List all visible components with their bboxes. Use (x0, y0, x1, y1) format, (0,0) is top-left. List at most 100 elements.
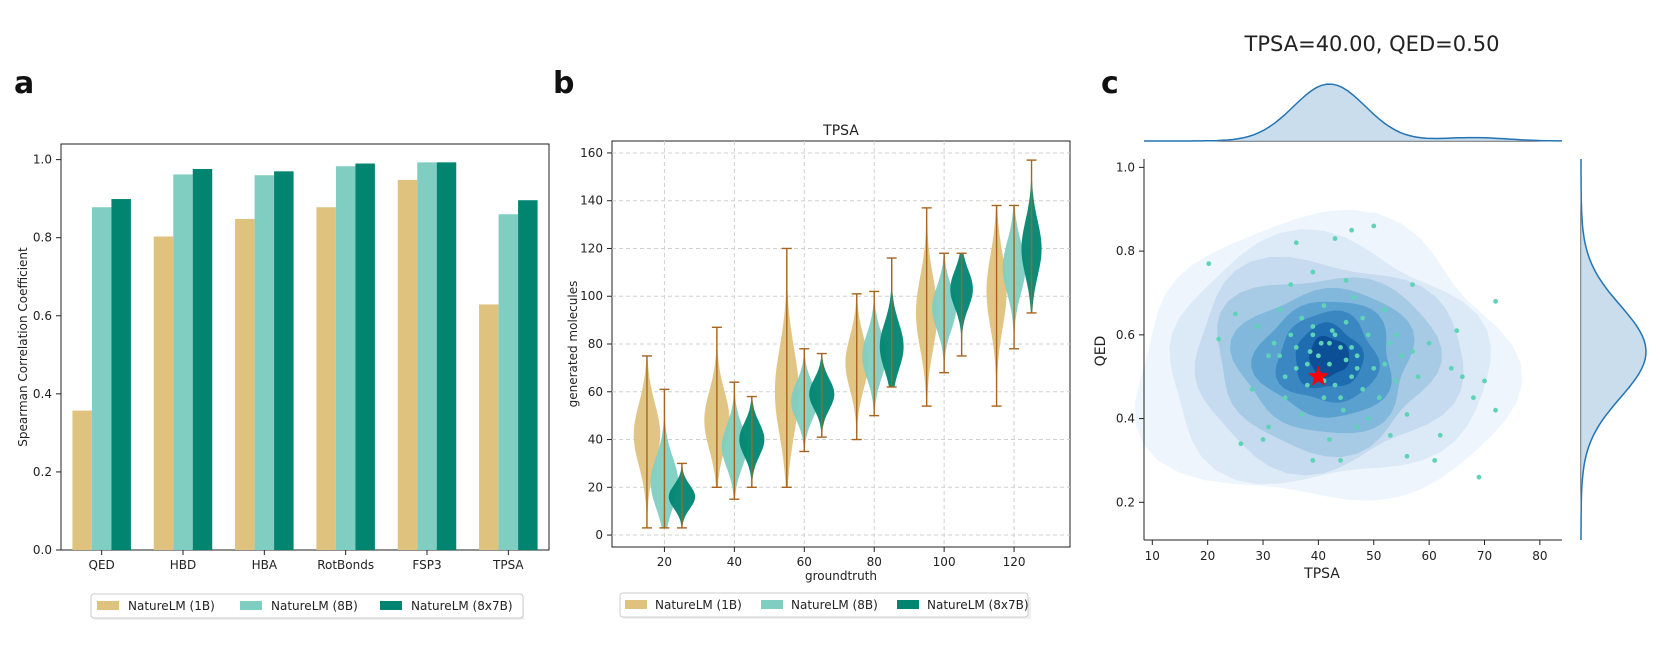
scatter-point (1332, 382, 1338, 388)
scatter-point (1332, 332, 1338, 338)
scatter-point (1426, 340, 1432, 346)
scatter-point (1365, 416, 1371, 421)
scatter-point (1382, 307, 1388, 313)
legend-label-8x7b: NatureLM (8x7B) (927, 598, 1029, 612)
scatter-point (1277, 307, 1283, 313)
x-tick-label: 80 (867, 555, 882, 569)
y-tick-label: 60 (588, 385, 603, 399)
x-tick-label: RotBonds (317, 558, 374, 572)
y-tick-label: 0.6 (1116, 328, 1135, 342)
scatter-point (1404, 453, 1410, 459)
scatter-point (1343, 319, 1349, 325)
x-tick-label: QED (89, 558, 115, 572)
y-tick-label: 0.6 (33, 309, 52, 323)
scatter-point (1304, 382, 1310, 388)
x-tick-label: TPSA (492, 558, 524, 572)
violin-title: TPSA (822, 123, 859, 139)
bar-qed-0 (72, 410, 92, 550)
x-tick-label: 100 (933, 555, 956, 569)
scatter-point (1343, 357, 1349, 363)
x-tick-label: 60 (797, 555, 812, 569)
scatter-point (1310, 458, 1316, 463)
scatter-point (1238, 441, 1244, 447)
bar-qed-1 (91, 207, 112, 550)
bar-fsp3-1 (417, 162, 437, 550)
y-tick-label: 80 (588, 337, 603, 351)
scatter-kde-panel: TPSA=40.00, QED=0.50 10 20 30 40 50 60 70 80 0.… (1093, 32, 1647, 582)
scatter-point (1255, 324, 1260, 329)
legend-swatch-1b (97, 601, 119, 610)
y-tick-label: 0.4 (33, 387, 52, 401)
y-axis-label: generated molecules (566, 281, 580, 408)
bar-rotbonds-2 (355, 163, 375, 550)
y-tick-label: 160 (580, 146, 603, 160)
y-tick-label: 1.0 (1116, 160, 1135, 174)
y-marginal-line (1580, 159, 1647, 540)
bar-tpsa-2 (518, 200, 538, 550)
scatter-point (1318, 340, 1324, 346)
x-tick-label: 60 (1421, 549, 1436, 563)
y-tick-label: 1.0 (33, 153, 52, 167)
scatter-point (1293, 240, 1299, 246)
x-tick-label: 30 (1255, 549, 1270, 563)
legend-label-1b: NatureLM (1B) (655, 598, 742, 612)
legend: NatureLM (1B) NatureLM (8B) NatureLM (8x… (90, 593, 524, 620)
x-tick-label: 10 (1145, 549, 1160, 563)
scatter-point (1329, 328, 1335, 334)
scatter-point (1387, 340, 1393, 346)
x-tick-label: HBD (170, 558, 197, 572)
y-tick-label: 0.2 (1116, 495, 1135, 509)
scatter-point (1459, 374, 1465, 380)
x-tick-label: 120 (1003, 555, 1026, 569)
bar-fsp3-0 (397, 179, 418, 550)
scatter-point (1338, 395, 1343, 401)
scatter-point (1493, 298, 1498, 304)
scatter-point (1321, 303, 1327, 308)
scatter-point (1471, 395, 1476, 401)
scatter-point (1476, 474, 1482, 480)
scatter-point (1327, 340, 1332, 346)
legend-label-1b: NatureLM (1B) (128, 599, 215, 613)
scatter-point (1332, 236, 1338, 241)
scatter-point (1260, 437, 1266, 442)
legend-swatch-8x7b (380, 601, 402, 610)
y-tick-label: 0.4 (1116, 412, 1135, 426)
scatter-point (1293, 365, 1299, 371)
bar-hba-0 (235, 218, 255, 550)
scatter-point (1293, 345, 1299, 350)
scatter-point (1371, 365, 1377, 371)
scatter-point (1288, 332, 1294, 338)
scatter-point (1232, 311, 1238, 317)
scatter-point (1399, 353, 1404, 359)
scatter-point (1282, 395, 1288, 401)
x-axis-label: groundtruth (805, 569, 877, 583)
legend-label-8b: NatureLM (8B) (271, 599, 358, 613)
legend-swatch-8b (240, 601, 262, 610)
legend-face (619, 592, 1029, 618)
y-marginal-kde (1580, 159, 1647, 540)
y-tick-label: 120 (580, 241, 603, 255)
y-tick-label: 100 (580, 289, 603, 303)
scatter-point (1327, 361, 1332, 367)
scatter-point (1304, 361, 1310, 367)
panel-letter-a: a (14, 66, 34, 101)
scatter-point (1415, 374, 1421, 380)
scatter-point (1376, 395, 1382, 401)
scatter-point (1282, 374, 1288, 380)
scatter-point (1349, 345, 1355, 350)
scatter-point (1343, 278, 1349, 283)
legend-swatch-1b (625, 600, 647, 609)
y-marginal-fill (1581, 159, 1646, 540)
bar-rotbonds-0 (316, 207, 336, 550)
scatter-point (1432, 458, 1438, 463)
x-tick-label: 40 (727, 555, 742, 569)
scatter-point (1266, 353, 1271, 359)
y-tick-label: 0.8 (33, 231, 52, 245)
x-marginal-kde (1144, 83, 1562, 142)
scatter-point (1310, 269, 1316, 275)
scatter-point (1354, 353, 1360, 359)
scatter-point (1307, 349, 1313, 354)
legend-label-8b: NatureLM (8B) (791, 598, 878, 612)
scatter-point (1354, 365, 1360, 371)
